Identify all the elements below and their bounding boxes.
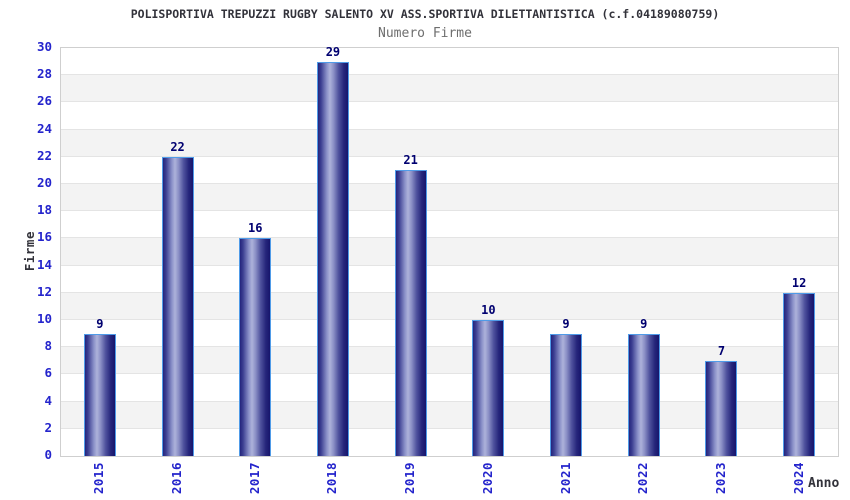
gridline [61,373,838,375]
bar-2022 [627,333,660,456]
y-tick-22: 22 [36,147,52,163]
gridline [61,74,838,76]
plot-band [61,75,838,103]
bar-2020 [472,320,505,456]
gridline [61,427,838,429]
y-tick-4: 4 [44,392,52,408]
x-tick-2017: 2017 [246,462,262,495]
x-tick-2023: 2023 [712,462,728,495]
chart-title: POLISPORTIVA TREPUZZI RUGBY SALENTO XV A… [130,7,720,21]
plot-band [61,129,838,157]
y-tick-20: 20 [36,175,52,190]
x-axis-label: Anno [808,476,840,491]
plot-band [61,102,838,130]
gridline [61,155,838,157]
bar-value-label: 12 [791,275,807,290]
bar-value-label: 29 [325,44,341,59]
x-tick-2022: 2022 [635,462,651,495]
y-tick-18: 18 [36,202,52,218]
gridline [61,264,838,266]
y-tick-8: 8 [44,338,52,354]
bar-2023 [705,360,738,456]
y-tick-14: 14 [36,256,52,272]
bar-2015 [83,333,116,456]
y-tick-6: 6 [44,365,52,381]
bar-value-label: 22 [170,139,185,154]
gridline [61,128,838,130]
y-tick-24: 24 [36,120,52,136]
chart-subtitle: Numero Firme [378,26,472,41]
x-tick-2015: 2015 [91,462,107,495]
gridline [61,346,838,348]
x-tick-2024: 2024 [790,462,806,495]
x-tick-2021: 2021 [557,462,573,495]
x-tick-2018: 2018 [324,462,340,495]
gridline [61,291,838,293]
bar-2019 [394,170,427,456]
plot-band [61,48,838,76]
y-tick-0: 0 [44,447,52,462]
plot-area: 9 22 16 29 21 10 9 9 7 12 [60,44,839,457]
bar-2017 [239,238,272,456]
bar-value-label: 16 [248,221,263,236]
y-tick-26: 26 [36,93,52,109]
bar-2021 [550,333,583,456]
bar-value-label: 9 [96,316,104,331]
x-tick-2019: 2019 [402,462,418,495]
y-tick-12: 12 [36,283,52,299]
bar-value-label: 7 [717,343,726,358]
bar-value-label: 21 [403,153,418,168]
y-tick-28: 28 [36,66,52,82]
gridline [61,210,838,212]
y-tick-10: 10 [36,311,52,326]
bar-2016 [161,156,194,456]
gridline [61,237,838,239]
gridline [61,400,838,402]
gridline [61,101,838,103]
bar-2018 [316,61,349,456]
gridline [61,183,838,184]
bar-value-label: 9 [562,316,570,331]
y-tick-30: 30 [36,39,52,54]
x-tick-2016: 2016 [169,462,185,495]
x-tick-2020: 2020 [479,462,495,495]
bar-2024 [783,292,816,456]
bar-value-label: 10 [481,303,496,317]
bar-value-label: 9 [640,316,648,331]
y-tick-16: 16 [36,229,52,245]
gridline [61,319,838,320]
y-tick-2: 2 [44,419,52,435]
